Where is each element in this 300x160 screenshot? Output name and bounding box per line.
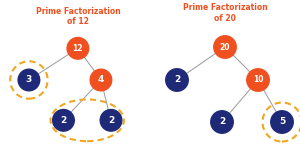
Text: 3: 3 bbox=[26, 76, 32, 84]
Text: 4: 4 bbox=[98, 76, 104, 84]
Text: 2: 2 bbox=[174, 76, 180, 84]
Text: Prime Factorization
of 20: Prime Factorization of 20 bbox=[183, 4, 267, 23]
Text: 20: 20 bbox=[220, 43, 230, 52]
Circle shape bbox=[100, 109, 122, 131]
Circle shape bbox=[214, 36, 236, 58]
Text: Prime Factorization
of 12: Prime Factorization of 12 bbox=[35, 7, 120, 26]
Text: 5: 5 bbox=[279, 117, 285, 127]
Text: 2: 2 bbox=[108, 116, 114, 125]
Text: 12: 12 bbox=[73, 44, 83, 53]
Circle shape bbox=[90, 69, 112, 91]
Text: 2: 2 bbox=[219, 117, 225, 127]
Circle shape bbox=[271, 111, 293, 133]
Circle shape bbox=[247, 69, 269, 91]
Text: 2: 2 bbox=[60, 116, 67, 125]
Text: 10: 10 bbox=[253, 76, 263, 84]
Circle shape bbox=[18, 69, 40, 91]
Circle shape bbox=[67, 37, 89, 59]
Circle shape bbox=[211, 111, 233, 133]
Circle shape bbox=[53, 109, 74, 131]
Circle shape bbox=[166, 69, 188, 91]
